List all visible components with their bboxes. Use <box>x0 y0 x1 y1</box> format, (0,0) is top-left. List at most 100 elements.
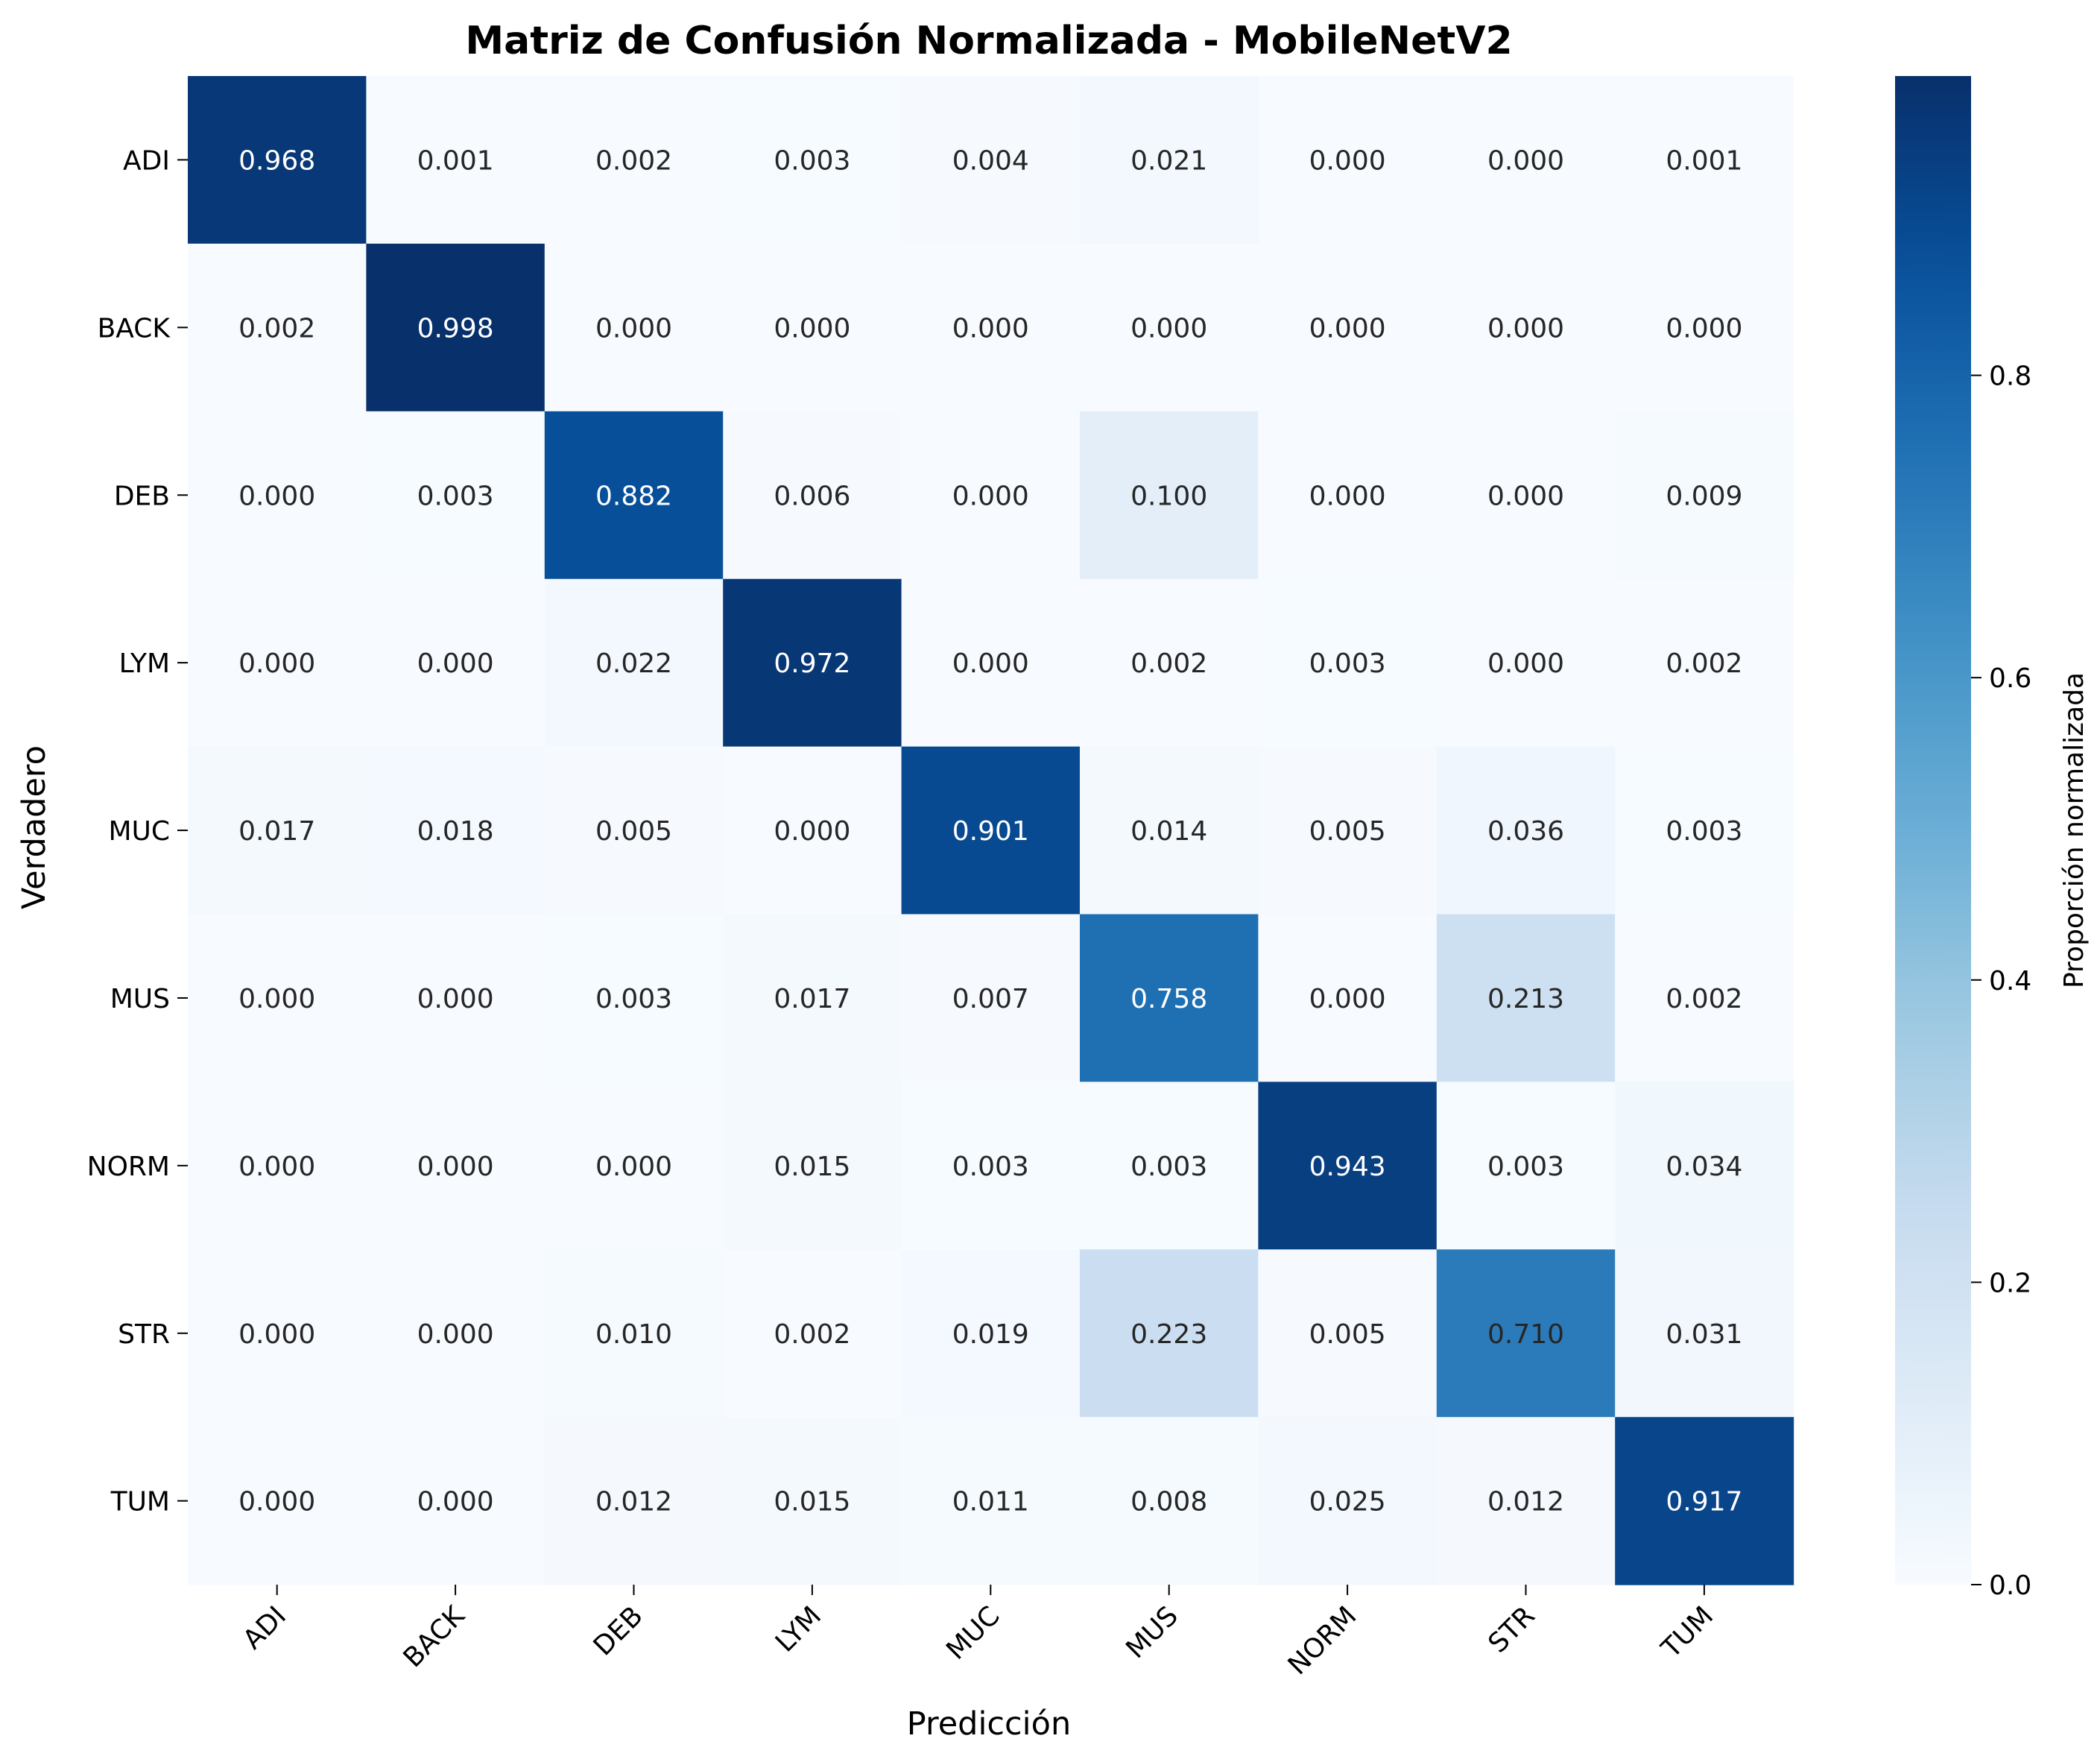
heatmap-cell <box>1615 1417 1794 1585</box>
heatmap-cell <box>1080 243 1259 412</box>
heatmap-cell <box>1615 746 1794 915</box>
cell-value-label: 0.000 <box>417 984 494 1014</box>
heatmap-cell <box>544 411 724 580</box>
heatmap-cell <box>1436 746 1616 915</box>
heatmap-cell <box>901 1249 1081 1418</box>
heatmap-cell <box>1080 1249 1259 1418</box>
cell-value-label: 0.001 <box>1666 145 1742 176</box>
heatmap-cell <box>723 76 902 244</box>
heatmap-cell <box>723 746 902 915</box>
cell-value-label: 0.031 <box>1666 1319 1742 1350</box>
heatmap-cell <box>188 746 367 915</box>
cell-value-label: 0.005 <box>1309 1319 1386 1350</box>
heatmap-cell <box>1615 578 1794 748</box>
cell-value-label: 0.000 <box>952 481 1029 511</box>
cell-value-label: 0.036 <box>1487 816 1564 847</box>
x-tick-label: STR <box>1482 1600 1540 1658</box>
cell-value-label: 0.998 <box>417 313 494 344</box>
heatmap-cell <box>1080 914 1259 1082</box>
cell-value-label: 0.021 <box>1130 145 1207 176</box>
cell-value-label: 0.001 <box>417 145 494 176</box>
cell-value-label: 0.000 <box>1487 313 1564 344</box>
heatmap-cell <box>1615 1249 1794 1418</box>
heatmap-cell <box>723 1417 902 1585</box>
cell-value-label: 0.003 <box>1487 1152 1564 1182</box>
heatmap-cell <box>1080 411 1259 580</box>
cell-value-label: 0.758 <box>1130 984 1207 1014</box>
heatmap-cell <box>723 1081 902 1250</box>
heatmap-cells: 0.968 0.001 0.002 0.003 0.004 0.021 0.000 0.000… <box>188 76 1794 1585</box>
colorbar-tick-label: 0.4 <box>1989 966 2031 997</box>
cell-value-label: 0.003 <box>1130 1152 1207 1182</box>
heatmap-cell <box>188 578 367 748</box>
cell-value-label: 0.003 <box>1666 816 1742 847</box>
y-tick-label: LYM <box>119 648 170 679</box>
heatmap-cell <box>366 243 545 412</box>
heatmap-cell <box>723 411 902 580</box>
heatmap-cell <box>1258 914 1438 1082</box>
cell-value-label: 0.003 <box>595 984 672 1014</box>
cell-value-label: 0.917 <box>1666 1487 1742 1518</box>
cell-value-label: 0.017 <box>238 816 315 847</box>
y-tick-label: BACK <box>98 313 171 344</box>
heatmap-cell <box>366 1249 545 1418</box>
cell-value-label: 0.000 <box>417 1487 494 1518</box>
colorbar-tick-label: 0.2 <box>1989 1268 2031 1298</box>
cell-value-label: 0.000 <box>1309 984 1386 1014</box>
cell-value-label: 0.943 <box>1309 1152 1386 1182</box>
x-tick-label: LYM <box>770 1600 827 1658</box>
cell-value-label: 0.009 <box>1666 481 1742 511</box>
cell-value-label: 0.000 <box>1487 145 1564 176</box>
heatmap-cell <box>901 243 1081 412</box>
colorbar-ticks: 0.0 0.2 0.4 0.6 0.8 <box>1971 361 2031 1601</box>
heatmap-cell <box>901 1417 1081 1585</box>
cell-value-label: 0.968 <box>238 145 315 176</box>
heatmap-cell <box>544 1417 724 1585</box>
heatmap-cell <box>1436 411 1616 580</box>
colorbar-tick-label: 0.6 <box>1989 663 2031 694</box>
cell-value-label: 0.012 <box>595 1487 672 1518</box>
heatmap-cell <box>901 746 1081 915</box>
heatmap-cell <box>901 578 1081 748</box>
heatmap-cell <box>723 578 902 748</box>
colorbar-tick-label: 0.0 <box>1989 1570 2031 1601</box>
colorbar-label: Proporción normalizada <box>2059 672 2090 988</box>
cell-value-label: 0.972 <box>774 648 850 679</box>
y-axis-label: Verdadero <box>16 745 53 909</box>
heatmap-cell <box>544 1249 724 1418</box>
heatmap-cell <box>1615 243 1794 412</box>
cell-value-label: 0.017 <box>774 984 850 1014</box>
cell-value-label: 0.015 <box>774 1487 850 1518</box>
heatmap-cell <box>1436 578 1616 748</box>
x-tick-label: MUC <box>940 1600 1005 1665</box>
cell-value-label: 0.002 <box>1666 984 1742 1014</box>
heatmap-cell <box>1080 746 1259 915</box>
heatmap-cell <box>1436 914 1616 1082</box>
cell-value-label: 0.005 <box>1309 816 1386 847</box>
heatmap-cell <box>188 1417 367 1585</box>
x-tick-label: DEB <box>588 1600 649 1661</box>
cell-value-label: 0.034 <box>1666 1152 1742 1182</box>
cell-value-label: 0.213 <box>1487 984 1564 1014</box>
heatmap-cell <box>188 243 367 412</box>
heatmap-cell <box>901 914 1081 1082</box>
cell-value-label: 0.018 <box>417 816 494 847</box>
x-tick-label: ADI <box>238 1600 293 1655</box>
y-tick-label: ADI <box>123 145 170 176</box>
heatmap-cell <box>188 1081 367 1250</box>
cell-value-label: 0.003 <box>417 481 494 511</box>
cell-value-label: 0.000 <box>238 984 315 1014</box>
heatmap-cell <box>1615 411 1794 580</box>
cell-value-label: 0.000 <box>238 1487 315 1518</box>
heatmap-cell <box>1258 243 1438 412</box>
colorbar-gradient <box>1895 76 1971 1585</box>
heatmap-cell <box>723 914 902 1082</box>
heatmap-cell <box>544 578 724 748</box>
heatmap-cell <box>188 1249 367 1418</box>
heatmap-cell <box>1080 1417 1259 1585</box>
heatmap-cell <box>901 411 1081 580</box>
cell-value-label: 0.002 <box>1666 648 1742 679</box>
heatmap-cell <box>1436 243 1616 412</box>
cell-value-label: 0.000 <box>238 648 315 679</box>
heatmap-cell <box>1436 1249 1616 1418</box>
